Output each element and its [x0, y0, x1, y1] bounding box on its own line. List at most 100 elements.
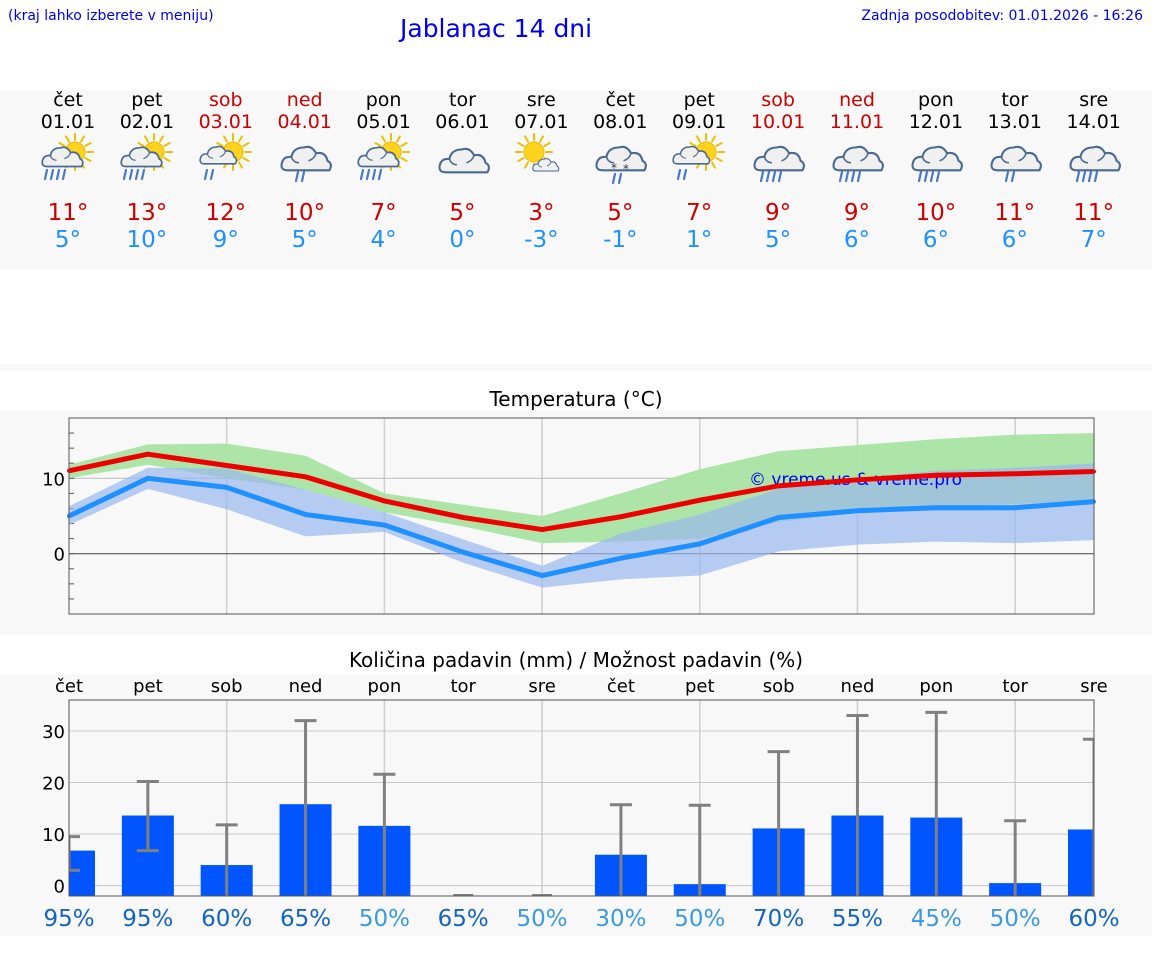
cloud-part — [357, 146, 400, 168]
day-date: 09.01 — [671, 111, 727, 133]
x-category-label: sre — [528, 676, 555, 697]
page-title: Jablanac 14 dni — [400, 14, 593, 43]
day-column: sob 10.01 9° 5° — [739, 90, 817, 270]
day-column: čet 08.01 * * 5° -1° — [581, 90, 659, 270]
day-date: 12.01 — [908, 111, 964, 133]
day-date: 10.01 — [750, 111, 806, 133]
max-temperature: 5° — [607, 200, 634, 226]
data-point — [618, 514, 623, 519]
data-point — [303, 474, 308, 479]
location-menu-hint[interactable]: (kraj lahko izberete v meniju) — [8, 8, 214, 24]
x-category-label: sre — [1080, 676, 1107, 697]
max-temperature: 9° — [765, 200, 792, 226]
temperature-chart: 010 © vreme.us & vreme.pro — [42, 417, 1096, 615]
max-temperature-line — [68, 451, 1095, 533]
precipitation-probability: 50% — [990, 906, 1041, 932]
precipitation-bar — [69, 850, 95, 896]
min-temperature: 7° — [1080, 227, 1107, 253]
data-point — [855, 477, 860, 482]
temperature-chart-title: Temperatura (°C) — [489, 387, 663, 411]
data-point — [1013, 471, 1018, 476]
cloud-part — [990, 145, 1042, 172]
day-name: tor — [449, 89, 476, 111]
precipitation-probability: 95% — [43, 906, 94, 932]
x-category-label: tor — [450, 676, 476, 697]
min-temperature: 1° — [686, 227, 713, 253]
day-name: sre — [526, 89, 556, 111]
x-category-label: čet — [607, 676, 635, 697]
precipitation-probability: 60% — [1068, 906, 1119, 932]
precipitation-probability: 50% — [674, 906, 725, 932]
rain-part — [838, 170, 862, 183]
max-range-band — [69, 433, 1094, 544]
cloud-rain-icon — [753, 145, 806, 183]
day-column: ned 11.01 9° 6° — [818, 90, 896, 270]
cloud-rain-icon — [911, 145, 963, 183]
day-date: 11.01 — [829, 111, 885, 133]
day-column: ned 04.01 10° 5° — [266, 90, 344, 270]
day-date: 07.01 — [514, 111, 569, 133]
min-temperature: 6° — [922, 227, 949, 253]
precipitation-probability: 30% — [595, 906, 646, 932]
precipitation-probability: 70% — [753, 906, 804, 932]
rain-part — [203, 168, 214, 181]
day-date: 04.01 — [277, 111, 332, 133]
rain-part — [359, 168, 382, 181]
rain-part — [612, 172, 623, 185]
y-tick-label: 0 — [54, 877, 65, 898]
rain-part — [122, 168, 145, 181]
min-temperature-line — [67, 475, 1095, 579]
max-temperature: 3° — [528, 200, 555, 226]
cloud-part — [832, 145, 884, 172]
sun-part — [515, 133, 554, 171]
plot-border — [68, 417, 1095, 615]
day-column: čet 01.01 11° 5° — [29, 90, 107, 270]
bar-group — [69, 710, 1094, 896]
day-name: čet — [605, 89, 636, 111]
data-point — [540, 527, 545, 532]
rain-part — [43, 168, 67, 181]
min-temperature: 6° — [843, 227, 871, 253]
cloud-rain-icon — [832, 145, 884, 183]
precipitation-chart-title: Količina padavin (mm) / Možnost padavin … — [348, 648, 804, 672]
data-point — [382, 498, 387, 503]
precipitation-probability: 65% — [280, 906, 331, 932]
max-temperature: 7° — [686, 200, 713, 226]
min-temperature: -1° — [603, 227, 638, 253]
max-temperature: 10° — [284, 200, 326, 226]
precipitation-probability: 65% — [438, 906, 489, 932]
max-temperature: 7° — [370, 200, 397, 226]
min-temperature: 6° — [1001, 227, 1028, 253]
cloud-part — [199, 145, 238, 165]
data-point — [145, 452, 150, 457]
x-category-label: pet — [133, 676, 163, 697]
cloud-part — [41, 146, 84, 168]
svg-text:*: * — [611, 161, 617, 175]
day-name: sob — [209, 89, 243, 111]
cloud-part — [532, 158, 560, 172]
y-tick-label: 10 — [42, 469, 65, 490]
data-point — [934, 505, 939, 510]
max-temperature: 10° — [915, 200, 957, 226]
x-category-label: tor — [1002, 676, 1028, 697]
cloud-part — [753, 145, 806, 172]
sun-small-cloud-icon — [515, 133, 560, 172]
data-point — [776, 515, 781, 520]
day-name: pon — [365, 89, 402, 111]
x-category-label: pon — [367, 676, 401, 697]
day-date: 06.01 — [435, 111, 490, 133]
day-column: pet 02.01 13° 10° — [108, 90, 186, 270]
x-category-label: sob — [211, 676, 243, 697]
data-point — [776, 483, 781, 488]
max-temperature: 11° — [1073, 200, 1115, 226]
day-column: sre 14.01 11° 7° — [1055, 90, 1133, 270]
day-column: sob 03.01 12° 9° — [187, 90, 265, 270]
rain-part — [1075, 170, 1098, 183]
cloud-icon — [437, 147, 490, 174]
daily-forecast: čet 01.01 11° 5° pet 02.01 13° 10° sob 03.01 12° 9°… — [0, 90, 1152, 270]
precipitation-probability: 55% — [832, 906, 883, 932]
min-temperature: 5° — [765, 227, 792, 253]
min-range-band — [69, 463, 1094, 588]
data-point — [224, 485, 229, 490]
cloud-rain-icon — [1069, 145, 1121, 183]
